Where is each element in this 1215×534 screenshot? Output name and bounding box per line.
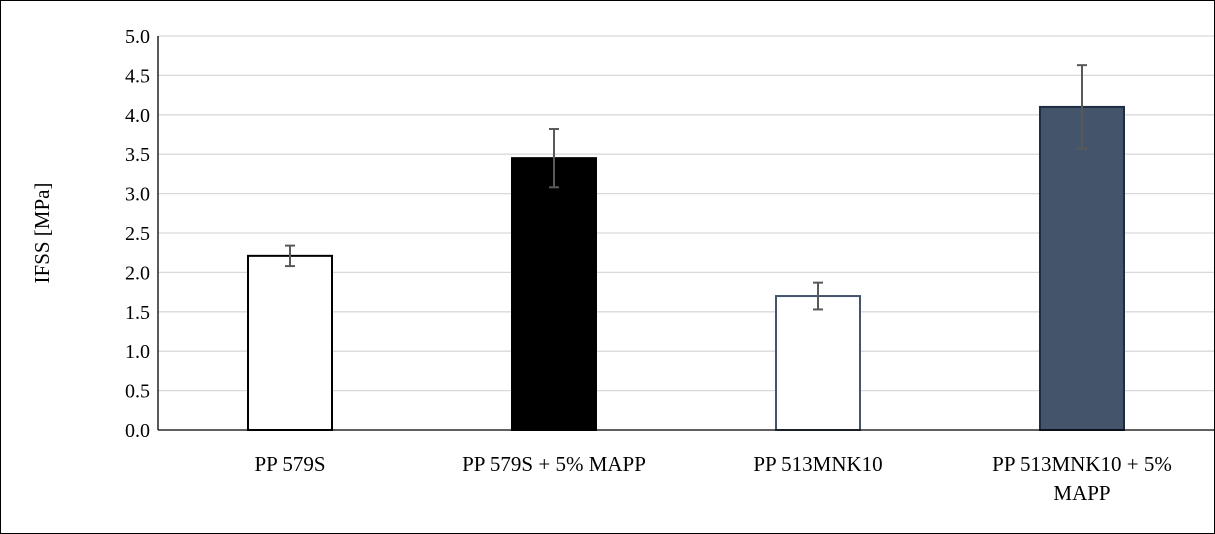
y-tick-label: 1.5 — [125, 302, 150, 324]
axes — [157, 36, 1214, 431]
y-tick-label: 2.5 — [125, 223, 150, 245]
y-tick-label: 0.0 — [125, 420, 150, 442]
y-tick-label: 4.5 — [125, 65, 150, 87]
bar — [1039, 105, 1125, 431]
error-bar — [549, 127, 559, 189]
bar — [775, 295, 861, 432]
y-tick-label: 5.0 — [125, 26, 150, 48]
gridlines — [158, 35, 1214, 392]
x-category-label: PP 513MNK10 + 5% — [992, 452, 1172, 476]
bar — [247, 254, 333, 431]
y-tick-label: 2.0 — [125, 262, 150, 284]
error-bar — [813, 281, 823, 311]
x-category-label: PP 513MNK10 — [753, 452, 882, 476]
bars — [247, 105, 1125, 432]
y-tick-label: 1.0 — [125, 341, 150, 363]
x-category-labels: PP 579S PP 579S + 5% MAPP PP 513MNK10 PP 51… — [254, 452, 1171, 505]
y-tick-label: 4.0 — [125, 105, 150, 127]
error-bar — [285, 244, 295, 268]
y-axis-label: IFSS [MPa] — [30, 183, 54, 284]
x-category-label: PP 579S — [254, 452, 325, 476]
x-category-label: MAPP — [1053, 481, 1110, 505]
y-tick-label: 0.5 — [125, 381, 150, 403]
y-tick-label: 3.5 — [125, 144, 150, 166]
error-bar — [1077, 64, 1087, 150]
error-bars — [285, 64, 1087, 311]
bar — [511, 157, 597, 431]
y-tick-label: 3.0 — [125, 184, 150, 206]
x-category-label: PP 579S + 5% MAPP — [462, 452, 646, 476]
y-tick-labels: 0.0 0.5 1.0 1.5 2.0 2.5 3.0 3.5 4.0 4.5 5.0 — [125, 26, 150, 442]
